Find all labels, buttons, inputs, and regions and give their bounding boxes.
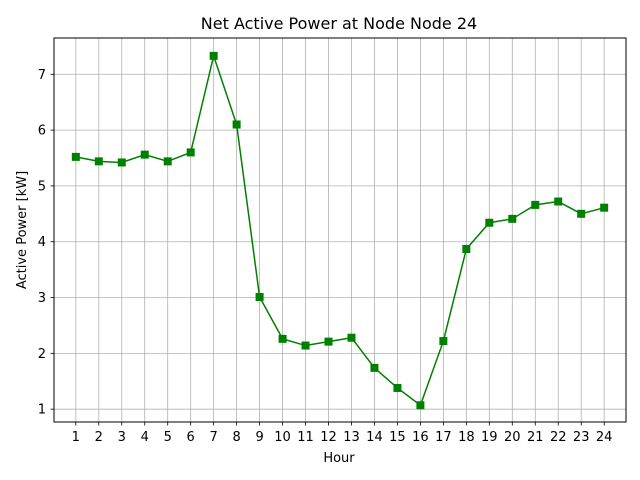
data-point — [347, 333, 356, 342]
data-point — [278, 334, 287, 343]
data-point — [209, 51, 218, 60]
x-tick-label: 13 — [343, 430, 360, 445]
x-tick-label: 6 — [187, 430, 195, 445]
data-point — [140, 150, 149, 159]
y-tick-label: 3 — [38, 291, 46, 306]
x-tick-label: 11 — [297, 430, 314, 445]
x-tick-label: 10 — [274, 430, 291, 445]
x-tick-label: 8 — [232, 430, 240, 445]
data-point — [324, 337, 333, 346]
data-point — [577, 209, 586, 218]
data-point — [439, 337, 448, 346]
data-point — [485, 218, 494, 227]
x-tick-label: 22 — [550, 430, 567, 445]
x-tick-label: 9 — [255, 430, 263, 445]
data-point — [462, 244, 471, 253]
x-tick-label: 16 — [412, 430, 429, 445]
data-point — [163, 157, 172, 166]
x-axis: 1 2 3 4 5 6 7 8 9 10 11 12 13 14 15 16 17 18 19 20 21 22 23 24 — [72, 422, 613, 445]
plot-frame — [53, 37, 627, 423]
data-point — [94, 157, 103, 166]
data-point — [301, 341, 310, 350]
data-point — [71, 152, 80, 161]
data-point — [117, 158, 126, 167]
y-tick-label: 4 — [38, 235, 46, 250]
data-point — [508, 214, 517, 223]
series-line — [75, 53, 605, 407]
x-tick-label: 14 — [366, 430, 383, 445]
y-axis-label: Active Power [kW] — [15, 171, 30, 289]
series-group — [71, 51, 609, 410]
x-tick-label: 2 — [95, 430, 103, 445]
data-point — [600, 203, 609, 212]
y-tick-label: 7 — [38, 68, 46, 83]
data-point — [416, 401, 425, 410]
data-point — [255, 292, 264, 301]
y-tick-label: 5 — [38, 179, 46, 194]
x-tick-label: 20 — [504, 430, 521, 445]
x-tick-label: 24 — [596, 430, 613, 445]
grid — [54, 38, 626, 422]
data-point — [531, 200, 540, 209]
x-tick-label: 19 — [481, 430, 498, 445]
x-tick-label: 3 — [118, 430, 126, 445]
x-tick-label: 4 — [141, 430, 149, 445]
data-point — [393, 383, 402, 392]
y-tick-label: 6 — [38, 124, 46, 139]
x-axis-label: Hour — [323, 451, 355, 466]
x-tick-label: 17 — [435, 430, 452, 445]
data-point — [232, 120, 241, 129]
x-tick-label: 1 — [72, 430, 80, 445]
x-tick-label: 12 — [320, 430, 337, 445]
x-tick-label: 7 — [210, 430, 218, 445]
x-tick-label: 15 — [389, 430, 406, 445]
x-tick-label: 23 — [573, 430, 590, 445]
data-point — [186, 148, 195, 157]
x-tick-label: 5 — [164, 430, 172, 445]
data-point — [554, 197, 563, 206]
y-axis: 1 2 3 4 5 6 7 — [38, 68, 54, 418]
y-tick-label: 1 — [38, 403, 46, 418]
x-tick-label: 18 — [458, 430, 475, 445]
data-point — [370, 363, 379, 372]
y-tick-label: 2 — [38, 347, 46, 362]
chart-title: Net Active Power at Node Node 24 — [201, 14, 477, 33]
x-tick-label: 21 — [527, 430, 544, 445]
